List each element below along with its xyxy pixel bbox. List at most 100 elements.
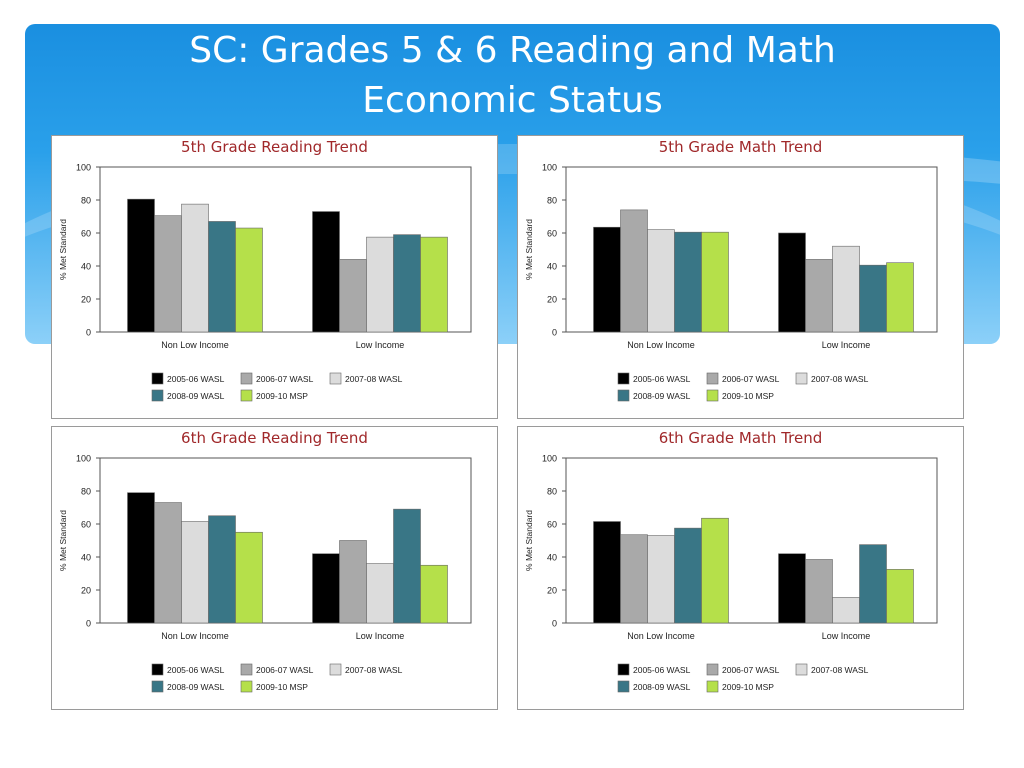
- bar-2007-08-wasl: [647, 535, 675, 624]
- slide-title: SC: Grades 5 & 6 Reading and Math Econom…: [25, 24, 1000, 126]
- y-tick-label: 40: [81, 553, 91, 563]
- bar-2007-08-wasl: [647, 229, 675, 333]
- bar-2009-10-msp: [235, 531, 263, 624]
- bar-2007-08-wasl: [366, 236, 394, 333]
- x-category-label: Non Low Income: [627, 631, 695, 641]
- bar-2006-07-wasl: [620, 534, 648, 624]
- bar-2006-07-wasl: [154, 502, 182, 624]
- y-tick-label: 60: [81, 229, 91, 239]
- bar-2009-10-msp: [701, 517, 729, 624]
- y-tick-label: 0: [86, 328, 91, 338]
- legend-swatch: [151, 389, 164, 402]
- bar-2006-07-wasl: [620, 209, 648, 333]
- legend-label: 2007-08 WASL: [345, 374, 403, 384]
- chart-panel-5th-math: 5th Grade Math Trend 0 20 40 60 80 100 % Met St…: [517, 135, 964, 419]
- y-tick-label: 80: [547, 196, 557, 206]
- legend-label: 2006-07 WASL: [256, 374, 314, 384]
- y-tick-label: 80: [547, 487, 557, 497]
- chart-5th-grade-math: 5th Grade Math Trend 0 20 40 60 80 100 % Met St…: [524, 138, 938, 402]
- chart-title: 5th Grade Reading Trend: [181, 138, 368, 156]
- x-category-label: Low Income: [356, 340, 405, 350]
- x-category-label: Low Income: [822, 340, 871, 350]
- chart-6th-grade-math: 6th Grade Math Trend 0 20 40 60 80 100 % Met St…: [524, 429, 938, 693]
- bar-2007-08-wasl: [366, 563, 394, 624]
- legend-label: 2006-07 WASL: [722, 374, 780, 384]
- bar-2005-06-wasl: [127, 492, 155, 624]
- bar-2007-08-wasl: [181, 203, 209, 333]
- legend-swatch: [151, 663, 164, 676]
- legend-swatch: [617, 663, 630, 676]
- y-tick-label: 80: [81, 487, 91, 497]
- y-axis-label: % Met Standard: [524, 510, 534, 571]
- x-category-label: Non Low Income: [627, 340, 695, 350]
- y-tick-label: 100: [76, 163, 91, 173]
- bar-2009-10-msp: [235, 227, 263, 333]
- legend-swatch: [795, 663, 808, 676]
- legend-swatch: [240, 372, 253, 385]
- legend-label: 2006-07 WASL: [722, 665, 780, 675]
- y-tick-label: 60: [547, 229, 557, 239]
- bar-2008-09-wasl: [859, 264, 887, 333]
- legend-label: 2007-08 WASL: [811, 374, 869, 384]
- bar-2007-08-wasl: [181, 521, 209, 624]
- y-tick-label: 60: [81, 520, 91, 530]
- y-tick-label: 20: [547, 295, 557, 305]
- y-tick-label: 40: [547, 262, 557, 272]
- bar-2005-06-wasl: [312, 211, 340, 333]
- y-tick-label: 40: [81, 262, 91, 272]
- y-tick-label: 0: [552, 619, 557, 629]
- bar-2009-10-msp: [886, 262, 914, 333]
- bar-2008-09-wasl: [674, 231, 702, 333]
- legend-label: 2007-08 WASL: [811, 665, 869, 675]
- chart-panel-5th-reading: 5th Grade Reading Trend 0 20 40 60 80 100 % Met…: [51, 135, 498, 419]
- legend-label: 2005-06 WASL: [167, 374, 225, 384]
- bar-2008-09-wasl: [208, 515, 236, 624]
- legend-swatch: [240, 680, 253, 693]
- bar-2008-09-wasl: [674, 527, 702, 624]
- legend-swatch: [795, 372, 808, 385]
- bar-2007-08-wasl: [832, 245, 860, 333]
- legend-swatch: [617, 680, 630, 693]
- y-tick-label: 60: [547, 520, 557, 530]
- legend-swatch: [329, 663, 342, 676]
- legend-label: 2008-09 WASL: [633, 682, 691, 692]
- legend-label: 2005-06 WASL: [167, 665, 225, 675]
- chart-panel-6th-math: 6th Grade Math Trend 0 20 40 60 80 100 % Met St…: [517, 426, 964, 710]
- legend-swatch: [706, 372, 719, 385]
- y-axis-label: % Met Standard: [524, 219, 534, 280]
- bar-2005-06-wasl: [593, 521, 621, 624]
- legend-swatch: [617, 372, 630, 385]
- legend-swatch: [706, 680, 719, 693]
- bar-2008-09-wasl: [208, 221, 236, 333]
- legend-label: 2008-09 WASL: [633, 391, 691, 401]
- bar-2005-06-wasl: [312, 553, 340, 624]
- legend-swatch: [151, 372, 164, 385]
- bar-2008-09-wasl: [393, 508, 421, 624]
- legend-label: 2007-08 WASL: [345, 665, 403, 675]
- chart-title: 5th Grade Math Trend: [659, 138, 823, 156]
- legend-swatch: [617, 389, 630, 402]
- legend-swatch: [240, 389, 253, 402]
- y-tick-label: 80: [81, 196, 91, 206]
- y-tick-label: 100: [542, 454, 557, 464]
- bar-2005-06-wasl: [593, 226, 621, 333]
- bar-2006-07-wasl: [339, 540, 367, 624]
- y-tick-label: 20: [81, 295, 91, 305]
- bar-2009-10-msp: [701, 231, 729, 333]
- legend-swatch: [240, 663, 253, 676]
- legend-swatch: [706, 389, 719, 402]
- bar-2006-07-wasl: [805, 259, 833, 333]
- chart-5th-grade-reading: 5th Grade Reading Trend 0 20 40 60 80 100 % Met…: [58, 138, 472, 402]
- y-tick-label: 40: [547, 553, 557, 563]
- bar-2005-06-wasl: [778, 232, 806, 333]
- x-category-label: Non Low Income: [161, 631, 229, 641]
- legend-label: 2009-10 MSP: [256, 682, 308, 692]
- legend-label: 2008-09 WASL: [167, 391, 225, 401]
- bar-2007-08-wasl: [832, 597, 860, 624]
- bar-2009-10-msp: [420, 236, 448, 333]
- x-category-label: Low Income: [356, 631, 405, 641]
- legend-swatch: [151, 680, 164, 693]
- y-axis-label: % Met Standard: [58, 510, 68, 571]
- legend-label: 2006-07 WASL: [256, 665, 314, 675]
- bar-2006-07-wasl: [339, 259, 367, 333]
